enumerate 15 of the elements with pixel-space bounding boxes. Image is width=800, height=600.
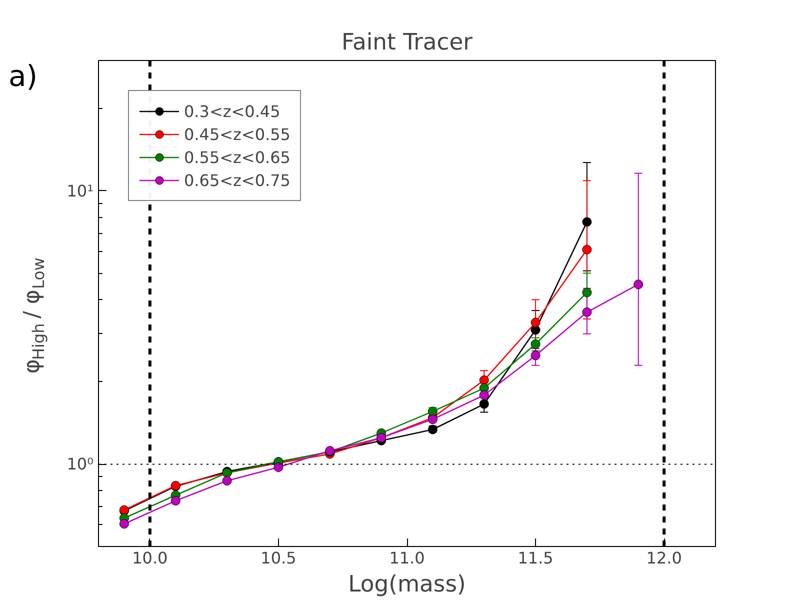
x-tick-label: 10.0 — [132, 548, 168, 568]
x-axis-title: Log(mass) — [348, 572, 466, 598]
y-axis-title: φHigh / φLow — [20, 257, 48, 374]
legend-label: 0.55<z<0.65 — [184, 148, 290, 166]
legend-label: 0.3<z<0.45 — [184, 102, 280, 120]
text: a) — [8, 58, 38, 93]
legend-label: 0.65<z<0.75 — [184, 170, 290, 190]
legend-label: 0.45<z<0.55 — [184, 124, 290, 144]
x-tick-label: 11.5 — [518, 548, 554, 568]
y-tick-label: 10⁰ — [66, 454, 94, 474]
y-tick-label: 10¹ — [66, 181, 94, 200]
x-tick-label: 11.0 — [389, 548, 425, 568]
x-tick-label: 12.0 — [646, 548, 682, 568]
x-tick-label: 10.5 — [260, 548, 296, 568]
chart-title: Faint Tracer — [342, 30, 474, 56]
